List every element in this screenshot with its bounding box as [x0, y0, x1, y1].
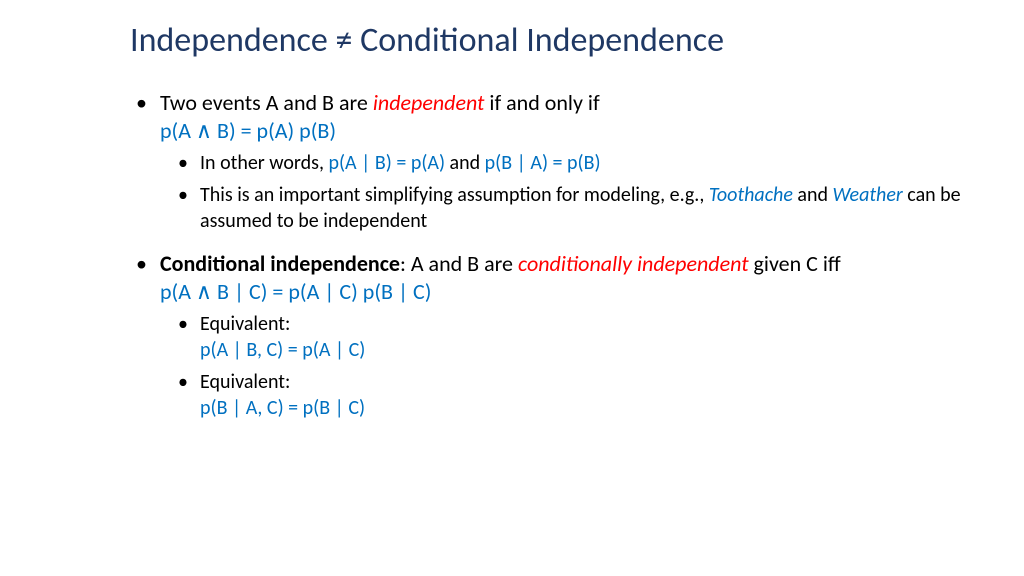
formula: p(A | B, C) = p(A | C) — [200, 338, 365, 362]
text: This is an important simplifying assumpt… — [200, 183, 709, 207]
slide-title: Independence ≠ Conditional Independence — [130, 20, 964, 61]
text: and — [445, 151, 485, 175]
sub-example: This is an important simplifying assumpt… — [200, 182, 964, 234]
text: : A and B are — [400, 250, 518, 277]
formula-cond-joint: p(A ∧ B | C) = p(A | C) p(B | C) — [160, 278, 431, 305]
bullet-independence: Two events A and B are independent if an… — [160, 89, 964, 234]
emphasis-independent: independent — [373, 89, 485, 116]
text: given C iff — [749, 250, 841, 277]
sub-equivalent-a: Equivalent: p(A | B, C) = p(A | C) — [200, 311, 964, 363]
bullet-conditional-independence: Conditional independence: A and B are co… — [160, 250, 964, 421]
example-toothache: Toothache — [709, 183, 793, 207]
emphasis-cond-indep: conditionally independent — [518, 250, 749, 277]
text: Two events A and B are — [160, 89, 373, 116]
sub-equivalent-b: Equivalent: p(B | A, C) = p(B | C) — [200, 369, 964, 421]
text: if and only if — [484, 89, 599, 116]
text: In other words, — [200, 151, 328, 175]
formula: p(B | A, C) = p(B | C) — [200, 396, 365, 420]
sub-list: Equivalent: p(A | B, C) = p(A | C) Equiv… — [160, 311, 964, 421]
text: Equivalent: — [200, 370, 290, 394]
formula: p(A | B) = p(A) — [328, 151, 445, 175]
text: and — [793, 183, 833, 207]
term: Conditional independence — [160, 250, 400, 277]
formula: p(B | A) = p(B) — [485, 151, 601, 175]
sub-list: In other words, p(A | B) = p(A) and p(B … — [160, 150, 964, 234]
formula-joint: p(A ∧ B) = p(A) p(B) — [160, 117, 336, 144]
slide: Independence ≠ Conditional Independence … — [0, 0, 1024, 457]
bullet-list: Two events A and B are independent if an… — [60, 89, 964, 421]
text: Equivalent: — [200, 312, 290, 336]
sub-conditional-form: In other words, p(A | B) = p(A) and p(B … — [200, 150, 964, 176]
example-weather: Weather — [833, 183, 903, 207]
